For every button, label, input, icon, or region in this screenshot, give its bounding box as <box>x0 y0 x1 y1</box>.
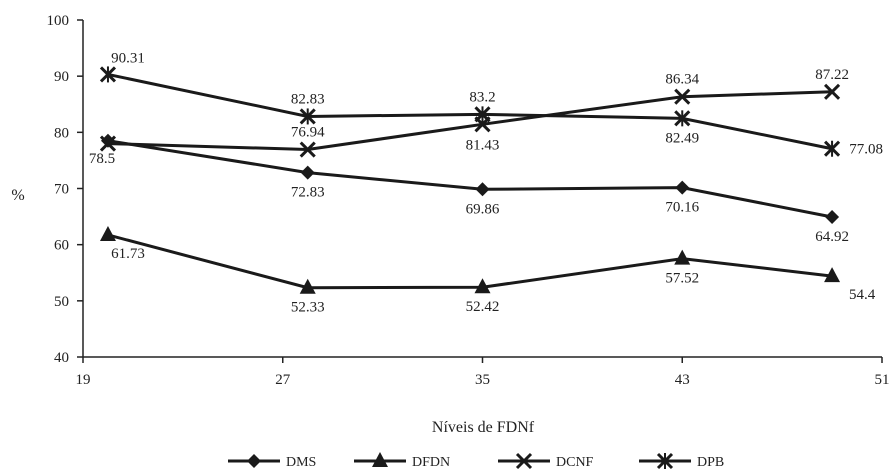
data-point <box>674 110 691 127</box>
data-point <box>674 249 691 265</box>
data-point <box>824 83 841 100</box>
x-tick-label: 43 <box>675 372 690 388</box>
legend: DMS DFDN DCNF DPB <box>228 452 724 470</box>
marker-stroke <box>674 88 691 105</box>
y-tick-label: 90 <box>54 69 69 85</box>
data-point <box>300 165 315 180</box>
y-tick-label: 60 <box>54 238 69 254</box>
legend-marker <box>656 452 674 470</box>
y-tick-label: 100 <box>47 13 70 29</box>
legend-item-dfdn: DFDN <box>354 452 450 470</box>
data-point <box>99 225 116 241</box>
data-label: 86.34 <box>665 72 699 88</box>
marker-stroke <box>515 452 533 470</box>
data-label: 81.43 <box>466 137 500 153</box>
legend-item-dcnf: DCNF <box>498 452 594 470</box>
legend-item-dpb: DPB <box>639 452 724 470</box>
x-tick-label: 51 <box>875 372 890 388</box>
legend-marker <box>247 454 261 468</box>
data-point <box>825 210 840 225</box>
data-label: 61.73 <box>111 246 145 262</box>
data-point <box>474 278 491 294</box>
legend-item-dms: DMS <box>228 454 316 470</box>
series-dfdn <box>99 225 841 294</box>
data-label: 52.42 <box>466 299 500 315</box>
data-point <box>299 141 316 158</box>
data-label: 64.92 <box>815 229 849 245</box>
series-line <box>107 233 833 290</box>
data-point <box>474 106 491 123</box>
data-label: 82.49 <box>665 130 699 146</box>
y-tick-label: 40 <box>54 350 69 366</box>
data-point <box>674 88 691 105</box>
x-tick-label: 19 <box>76 372 91 388</box>
y-axis-label: % <box>11 187 24 204</box>
data-label: 72.83 <box>291 185 325 201</box>
data-point <box>824 140 841 157</box>
data-label: 83.2 <box>469 89 495 105</box>
data-label: 87.22 <box>815 67 849 83</box>
marker-stroke <box>99 135 117 152</box>
data-label: 52.33 <box>291 300 325 316</box>
data-label: 54.4 <box>849 287 876 303</box>
x-axis-label: Níveis de FDNf <box>432 419 535 436</box>
data-point <box>299 108 316 125</box>
data-point <box>824 267 841 283</box>
data-labels: 78.5 72.83 69.86 70.16 64.92 61.73 52.33 52.42 5… <box>89 50 883 315</box>
data-point <box>675 180 690 195</box>
data-label: 69.86 <box>466 201 500 217</box>
data-label: 77.08 <box>849 142 883 158</box>
data-label: 82.83 <box>291 91 325 107</box>
marker-stroke <box>299 141 316 158</box>
x-tick-label: 35 <box>475 372 490 388</box>
y-tick-label: 50 <box>54 294 69 310</box>
y-tick-label: 80 <box>54 125 69 141</box>
x-tick-label: 27 <box>275 372 291 388</box>
data-point <box>299 278 316 294</box>
series-dpb <box>99 66 841 157</box>
data-point <box>99 66 117 83</box>
data-label: 57.52 <box>665 271 699 287</box>
data-label: 76.94 <box>291 125 325 141</box>
legend-marker <box>372 452 388 467</box>
data-label: 78.5 <box>89 151 115 167</box>
data-point <box>99 135 117 152</box>
legend-label: DCNF <box>556 455 594 470</box>
data-label: 90.31 <box>111 50 145 66</box>
legend-marker <box>515 452 533 470</box>
marker-stroke <box>824 83 841 100</box>
data-label: 70.16 <box>665 200 699 216</box>
legend-label: DFDN <box>412 455 450 470</box>
y-tick-label: 70 <box>54 182 69 198</box>
series-layer <box>99 66 841 294</box>
legend-label: DPB <box>697 455 724 470</box>
data-point <box>475 182 490 197</box>
legend-label: DMS <box>286 455 316 470</box>
axes: 40 50 60 70 80 90 100 19 27 35 43 51 <box>47 13 890 388</box>
